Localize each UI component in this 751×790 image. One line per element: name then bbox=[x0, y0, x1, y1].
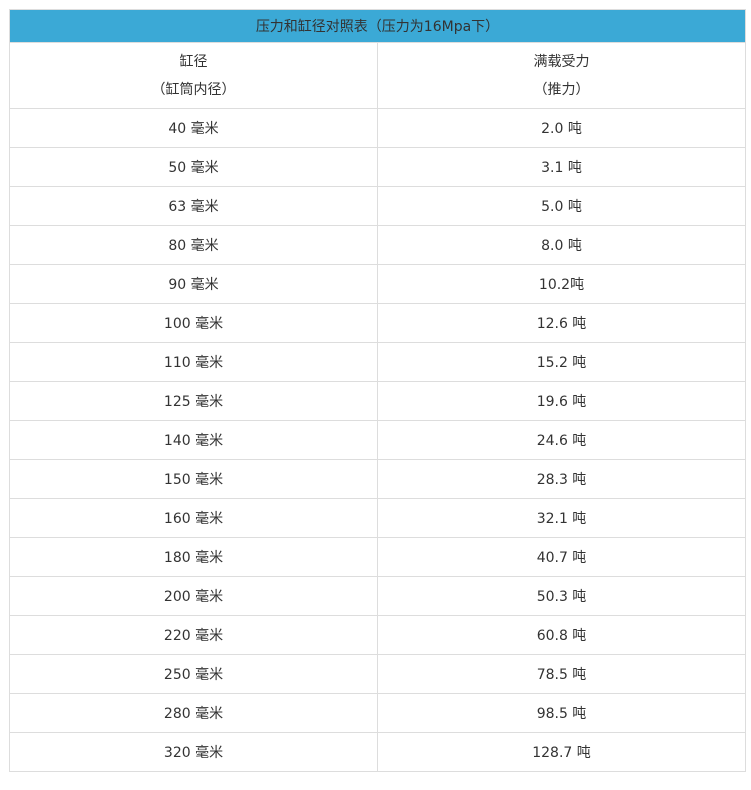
force-cell: 24.6 吨 bbox=[377, 420, 746, 460]
force-cell: 19.6 吨 bbox=[377, 381, 746, 421]
force-cell: 2.0 吨 bbox=[377, 108, 746, 148]
table-row: 220 毫米 60.8 吨 bbox=[9, 615, 746, 655]
table-row: 50 毫米 3.1 吨 bbox=[9, 147, 746, 187]
table-row: 250 毫米 78.5 吨 bbox=[9, 654, 746, 694]
table-row: 200 毫米 50.3 吨 bbox=[9, 576, 746, 616]
table-row: 40 毫米 2.0 吨 bbox=[9, 108, 746, 148]
force-cell: 78.5 吨 bbox=[377, 654, 746, 694]
table-row: 125 毫米 19.6 吨 bbox=[9, 381, 746, 421]
bore-cell: 180 毫米 bbox=[9, 537, 378, 577]
bore-cell: 160 毫米 bbox=[9, 498, 378, 538]
table-row: 90 毫米 10.2吨 bbox=[9, 264, 746, 304]
col-header-bore: 缸径 （缸筒内径） bbox=[9, 42, 378, 109]
col-header-bore-label: 缸径 bbox=[179, 53, 208, 70]
force-cell: 8.0 吨 bbox=[377, 225, 746, 265]
table-row: 140 毫米 24.6 吨 bbox=[9, 420, 746, 460]
col-header-force-label: 满载受力 bbox=[533, 53, 590, 70]
bore-cell: 150 毫米 bbox=[9, 459, 378, 499]
bore-cell: 320 毫米 bbox=[9, 732, 378, 772]
bore-cell: 90 毫米 bbox=[9, 264, 378, 304]
force-cell: 32.1 吨 bbox=[377, 498, 746, 538]
table-row: 180 毫米 40.7 吨 bbox=[9, 537, 746, 577]
table-row: 320 毫米 128.7 吨 bbox=[9, 732, 746, 772]
force-cell: 128.7 吨 bbox=[377, 732, 746, 772]
bore-cell: 140 毫米 bbox=[9, 420, 378, 460]
bore-cell: 40 毫米 bbox=[9, 108, 378, 148]
bore-cell: 110 毫米 bbox=[9, 342, 378, 382]
bore-cell: 220 毫米 bbox=[9, 615, 378, 655]
force-cell: 10.2吨 bbox=[377, 264, 746, 304]
bore-cell: 63 毫米 bbox=[9, 186, 378, 226]
bore-cell: 280 毫米 bbox=[9, 693, 378, 733]
table-row: 63 毫米 5.0 吨 bbox=[9, 186, 746, 226]
table-row: 100 毫米 12.6 吨 bbox=[9, 303, 746, 343]
table-row: 110 毫米 15.2 吨 bbox=[9, 342, 746, 382]
force-cell: 28.3 吨 bbox=[377, 459, 746, 499]
force-cell: 40.7 吨 bbox=[377, 537, 746, 577]
table-row: 280 毫米 98.5 吨 bbox=[9, 693, 746, 733]
force-cell: 98.5 吨 bbox=[377, 693, 746, 733]
bore-cell: 200 毫米 bbox=[9, 576, 378, 616]
bore-cell: 80 毫米 bbox=[9, 225, 378, 265]
table-row: 80 毫米 8.0 吨 bbox=[9, 225, 746, 265]
force-cell: 3.1 吨 bbox=[377, 147, 746, 187]
force-cell: 12.6 吨 bbox=[377, 303, 746, 343]
col-header-force: 满载受力 （推力） bbox=[377, 42, 746, 109]
col-header-force-sub: （推力） bbox=[533, 81, 590, 98]
table-row: 150 毫米 28.3 吨 bbox=[9, 459, 746, 499]
bore-cell: 50 毫米 bbox=[9, 147, 378, 187]
bore-cell: 125 毫米 bbox=[9, 381, 378, 421]
force-cell: 50.3 吨 bbox=[377, 576, 746, 616]
table-title: 压力和缸径对照表（压力为16Mpa下） bbox=[9, 9, 746, 43]
bore-cell: 250 毫米 bbox=[9, 654, 378, 694]
force-cell: 5.0 吨 bbox=[377, 186, 746, 226]
bore-cell: 100 毫米 bbox=[9, 303, 378, 343]
pressure-bore-table: 压力和缸径对照表（压力为16Mpa下） 缸径 （缸筒内径） 满载受力 （推力） 40… bbox=[9, 9, 746, 772]
force-cell: 15.2 吨 bbox=[377, 342, 746, 382]
force-cell: 60.8 吨 bbox=[377, 615, 746, 655]
table-row: 160 毫米 32.1 吨 bbox=[9, 498, 746, 538]
col-header-bore-sub: （缸筒内径） bbox=[151, 81, 236, 98]
